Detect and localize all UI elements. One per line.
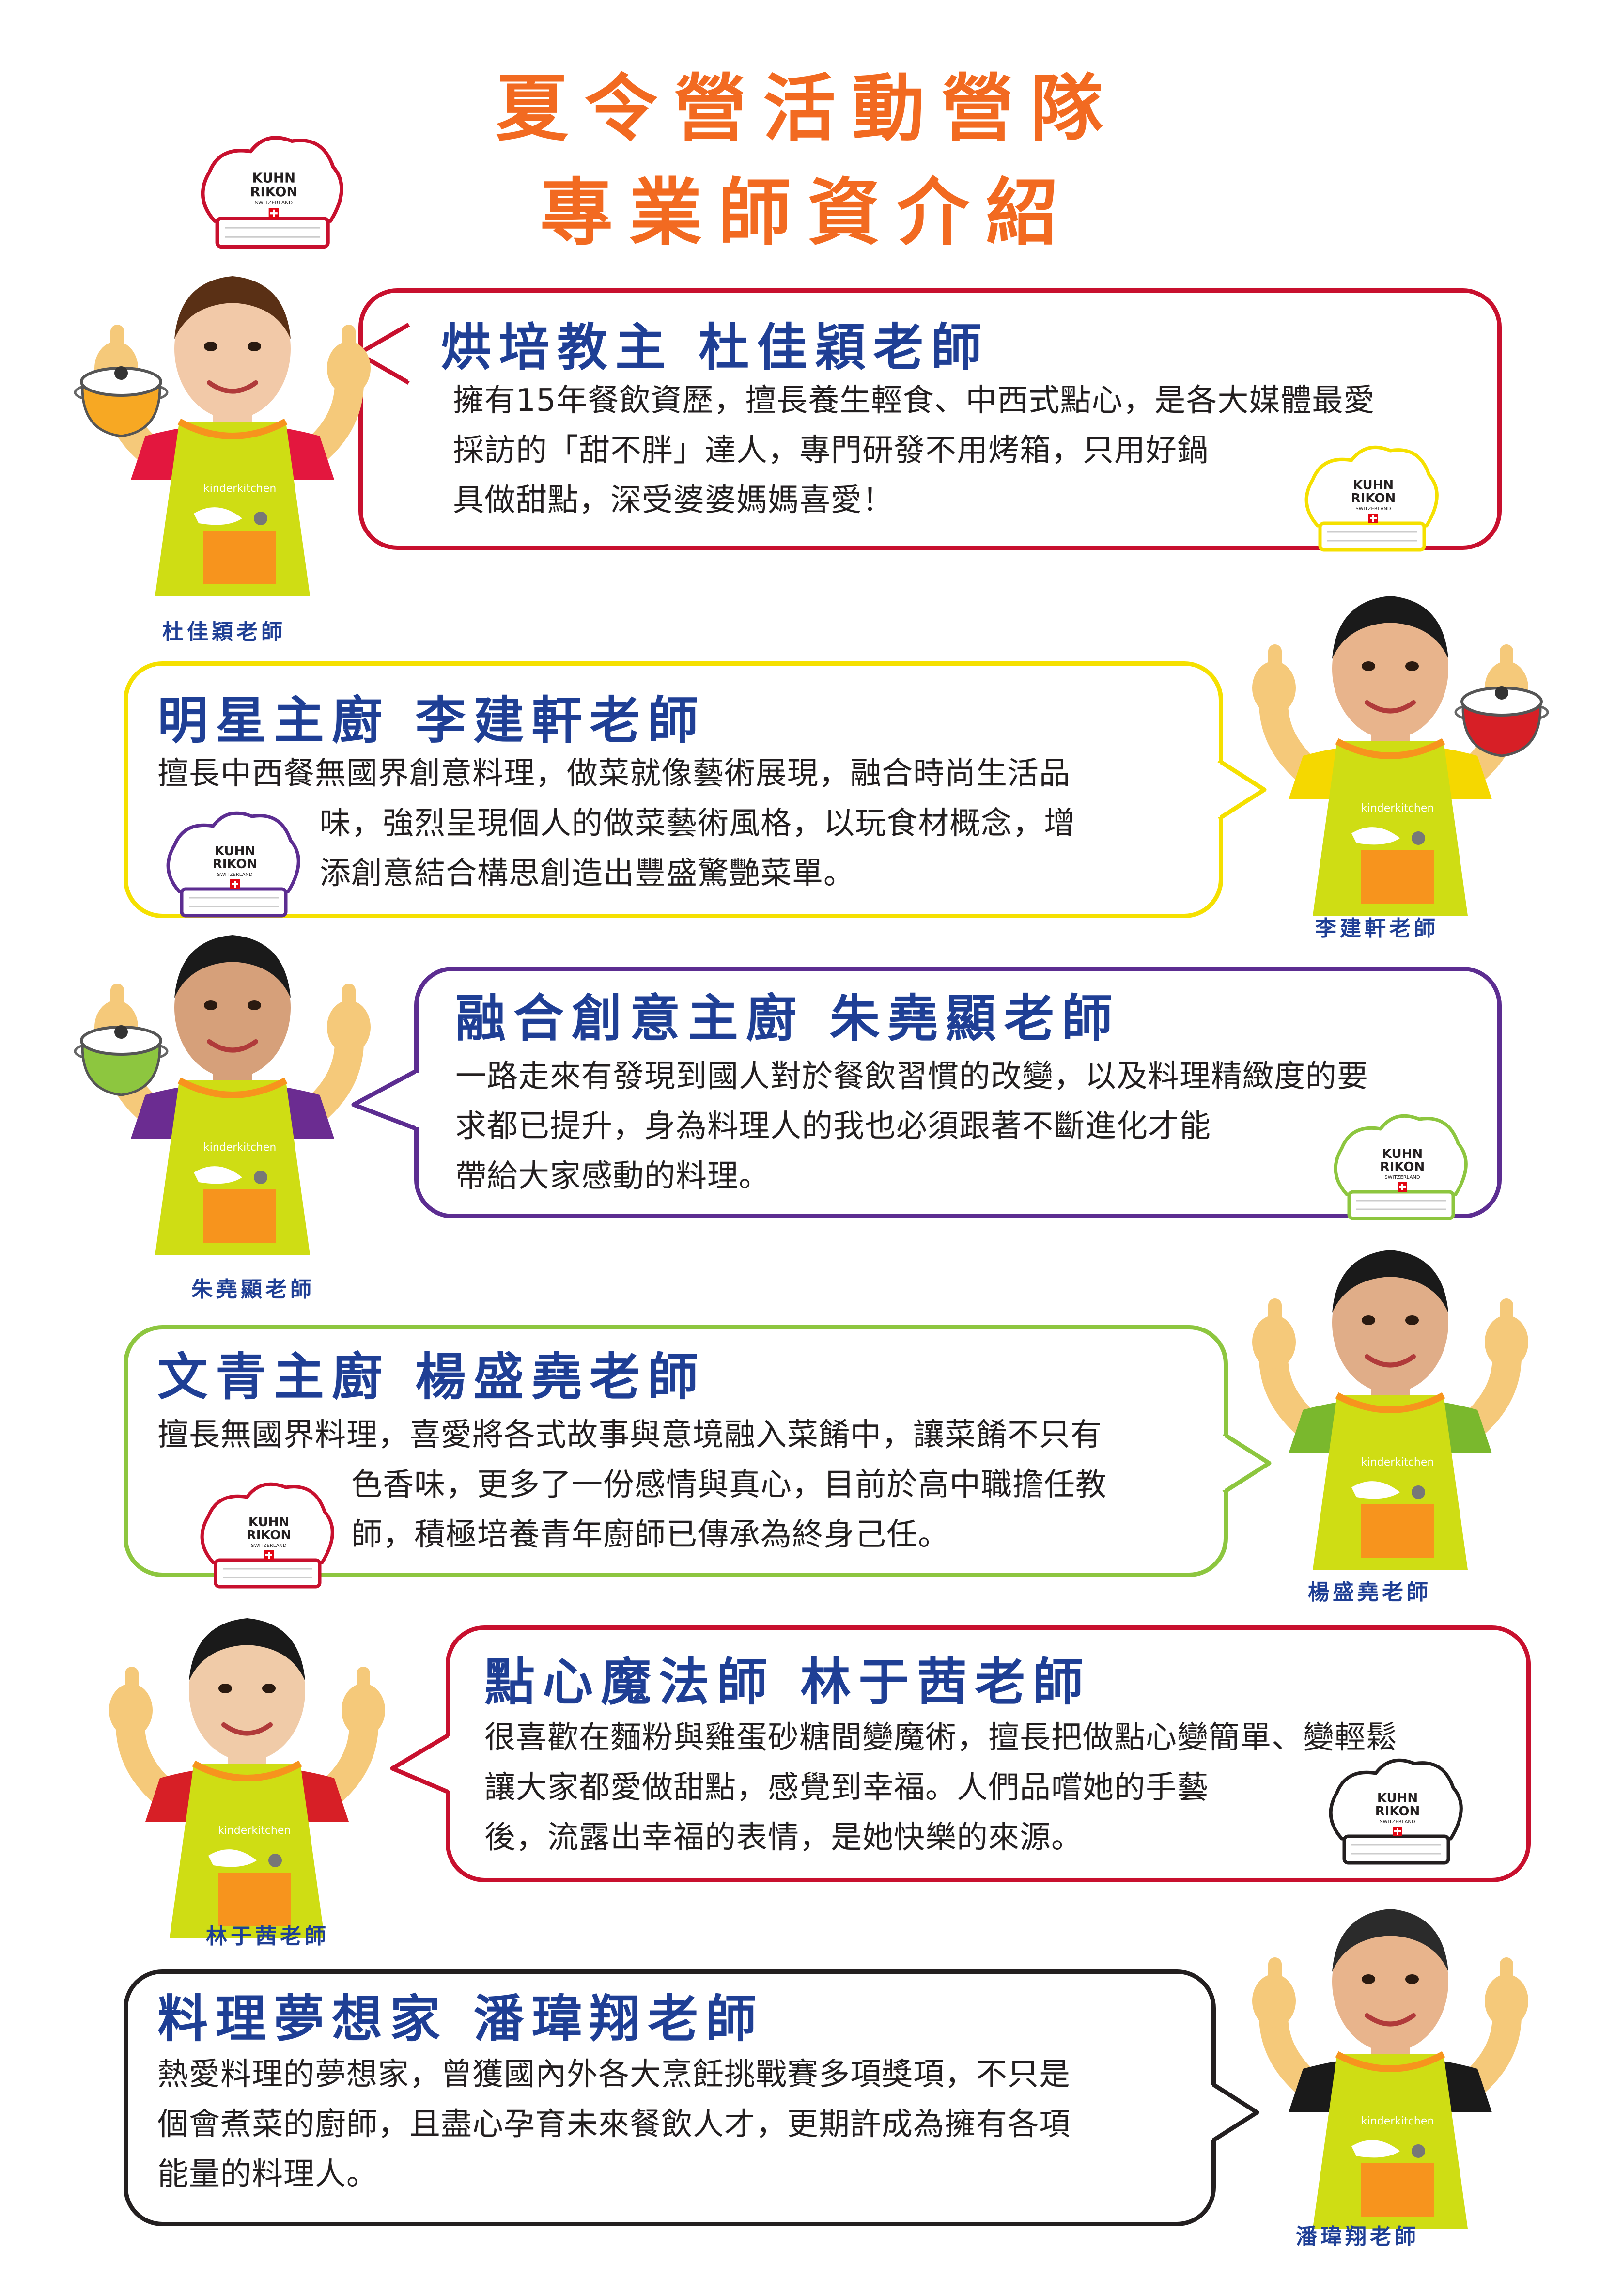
svg-text:RIKON: RIKON [213,857,258,872]
chef-caption-4: 楊盛堯老師 [1308,1580,1431,1605]
bio-line: 很喜歡在麵粉與雞蛋砂糖間變魔術，擅長把做點心變簡單、變輕鬆 [484,1720,1398,1756]
apron-logo: kinderkitchen [1361,802,1434,814]
bio-line: 具做甜點，深受婆婆媽媽喜愛！ [453,483,894,518]
bio-line: 擁有15年餐飲資歷，擅長養生輕食、中西式點心，是各大媒體最愛 [453,383,1375,419]
bubble-tail [390,1733,463,1795]
bio-line: 師，積極培養青年廚師已傳承為終身己任。 [351,1517,949,1553]
chef-caption-5: 林于茜老師 [206,1924,329,1949]
chef-caption-6: 潘瑋翔老師 [1296,2224,1419,2249]
bio-heading-6: 料理夢想家 潘瑋翔老師 [157,1989,764,2048]
svg-text:SWITZERLAND: SWITZERLAND [1380,1819,1415,1825]
svg-text:RIKON: RIKON [1380,1160,1425,1174]
bio-bubble-2 [124,661,1223,918]
svg-text:SWITZERLAND: SWITZERLAND [1384,1175,1420,1180]
bio-line: 帶給大家感動的料理。 [455,1158,770,1194]
chef-hat: KUHN RIKON SWITZERLAND [1322,1754,1468,1868]
svg-text:RIKON: RIKON [1351,491,1396,506]
chef-face [1332,598,1448,739]
cooking-pot-icon [1454,686,1549,757]
bubble-tail [1206,1432,1272,1494]
svg-text:KUHN: KUHN [248,1515,289,1530]
svg-text:KUHN: KUHN [1377,1791,1418,1806]
svg-text:SWITZERLAND: SWITZERLAND [217,872,253,877]
bio-line: 後，流露出幸福的表情，是她快樂的來源。 [484,1820,1083,1856]
apron-logo: kinderkitchen [1361,2115,1434,2127]
chef-caption-2: 李建軒老師 [1315,916,1439,941]
chef-face [189,1621,305,1761]
svg-text:KUHN: KUHN [252,170,295,186]
apron-logo: kinderkitchen [203,483,276,495]
bio-line: 味，強烈呈現個人的做菜藝術風格，以玩食材概念，增 [320,806,1075,842]
bio-line: 擅長無國界料理，喜愛將各式故事與意境融入菜餚中，讓菜餚不只有 [157,1417,1102,1453]
cooking-pot-icon [74,1025,169,1096]
bio-line: 一路走來有發現到國人對於餐飲習慣的改變，以及料理精緻度的要 [455,1059,1368,1094]
chef-figure-5: kinderkitchen [97,1570,397,1938]
bubble-tail [1194,2081,1259,2143]
svg-text:KUHN: KUHN [215,844,255,859]
bio-heading-4: 文青主廚 楊盛堯老師 [157,1347,706,1406]
chef-figure-1: kinderkitchen [74,228,383,596]
bio-line: 讓大家都愛做甜點，感覺到幸福。人們品嚐她的手藝 [484,1770,1209,1806]
bio-heading-3: 融合創意主廚 朱堯顯老師 [455,989,1120,1048]
apron-logo: kinderkitchen [1361,1456,1434,1468]
chef-face [174,937,291,1078]
chef-hat: KUHN RIKON SWITZERLAND [194,1478,339,1592]
bio-line: 採訪的「甜不胖」達人，專門研發不用烤箱，只用好鍋 [453,433,1209,469]
chef-face [1332,1252,1448,1393]
bio-line: 熱愛料理的夢想家，曾獲國內外各大烹飪挑戰賽多項獎項，不只是 [157,2057,1071,2093]
page-title-line2: 專業師資介紹 [540,171,1075,255]
bio-line: 色香味，更多了一份感情與真心，目前於高中職擔任教 [351,1467,1107,1503]
svg-text:SWITZERLAND: SWITZERLAND [255,200,293,206]
svg-text:SWITZERLAND: SWITZERLAND [1355,506,1391,512]
bio-line: 擅長中西餐無國界創意料理，做菜就像藝術展現，融合時尚生活品 [157,756,1071,792]
chef-caption-3: 朱堯顯老師 [191,1277,315,1302]
bio-line: 個會煮菜的廚師，且盡心孕育未來餐飲人才，更期許成為擁有各項 [157,2107,1071,2142]
chef-hat: KUHN RIKON SWITZERLAND [160,807,305,921]
bio-heading-1: 烘培教主 杜佳穎老師 [441,318,990,377]
bio-heading-2: 明星主廚 李建軒老師 [157,691,706,750]
chef-hat: KUHN RIKON SWITZERLAND [1298,441,1444,555]
chef-face [174,279,291,419]
chef-figure-3: kinderkitchen [74,887,383,1255]
chef-hat: KUHN RIKON SWITZERLAND [1327,1109,1473,1223]
svg-text:RIKON: RIKON [1375,1804,1420,1819]
svg-text:SWITZERLAND: SWITZERLAND [251,1543,287,1548]
svg-text:RIKON: RIKON [247,1528,292,1543]
chef-figure-2: kinderkitchen [1240,547,1549,916]
bio-line: 能量的料理人。 [157,2156,378,2192]
svg-text:KUHN: KUHN [1382,1147,1423,1161]
bio-bubble-6 [124,1969,1216,2226]
apron-logo: kinderkitchen [203,1141,276,1154]
apron-logo: kinderkitchen [218,1825,291,1837]
bubble-tail [1201,759,1267,821]
svg-text:RIKON: RIKON [250,184,297,200]
bubble-tail [351,1069,430,1131]
bio-line: 求都已提升，身為料理人的我也必須跟著不斷進化才能 [455,1109,1211,1144]
chef-figure-4: kinderkitchen [1240,1202,1540,1570]
chef-face [1332,1911,1448,2052]
cooking-pot-icon [74,366,169,437]
chef-hat: KUHN RIKON SWITZERLAND [194,131,349,252]
bio-line: 添創意結合構思創造出豐盛驚艷菜單。 [320,856,855,891]
page-title-line1: 夏令營活動營隊 [495,67,1119,151]
chef-caption-1: 杜佳穎老師 [162,620,286,644]
chef-figure-6: kinderkitchen [1240,1860,1540,2229]
bio-heading-5: 點心魔法師 林于茜老師 [484,1653,1091,1712]
svg-text:KUHN: KUHN [1353,478,1394,493]
